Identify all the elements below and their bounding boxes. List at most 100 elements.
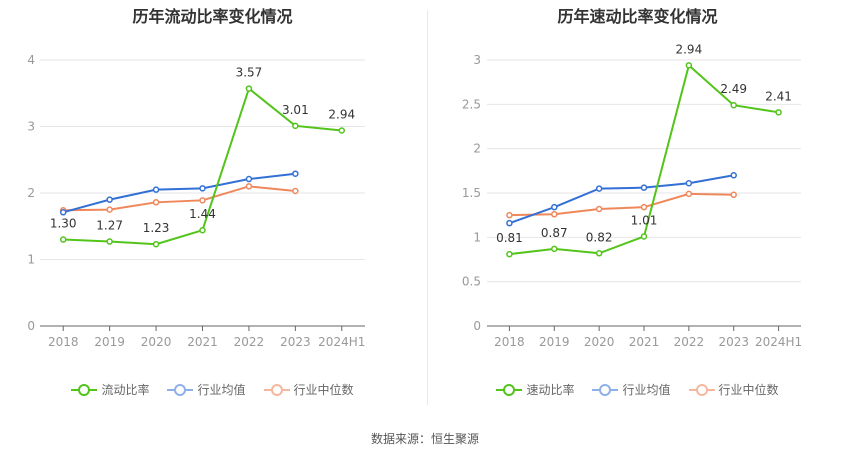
chart-legend: 速动比率 行业均值 行业中位数	[425, 381, 850, 398]
data-point	[199, 226, 206, 234]
data-label: 1.30	[50, 217, 77, 231]
x-tick-label: 2024H1	[318, 335, 365, 349]
data-point	[506, 219, 513, 227]
series-line-2	[509, 192, 734, 217]
quick-ratio-chart: 历年速动比率变化情况 0 0.5 1 1.5 2 2.5 3 2018 2019 2020 2021…	[425, 0, 850, 420]
data-point	[106, 238, 113, 245]
chart-title: 历年流动比率变化情况	[132, 7, 293, 26]
data-point	[338, 127, 346, 134]
y-tick-label: 1	[473, 230, 481, 244]
data-point	[551, 245, 558, 253]
quick-ratio-plot: 0 0.5 1 1.5 2 2.5 3 2018 2019 2020 2021 2022 2023 202…	[462, 42, 802, 349]
data-point	[595, 250, 603, 257]
data-label: 1.27	[96, 219, 123, 233]
y-tick-label: 2	[473, 142, 481, 156]
x-tick-label: 2019	[94, 335, 125, 349]
legend-line-icon	[496, 383, 523, 396]
data-point	[152, 199, 160, 206]
x-tick-label: 2021	[187, 335, 218, 349]
data-point	[292, 122, 299, 130]
x-tick-label: 2023	[718, 335, 749, 349]
legend-item-quick-ratio[interactable]: 速动比率	[496, 381, 574, 398]
data-point	[292, 187, 299, 195]
y-tick-label: 0	[27, 319, 35, 333]
x-tick-label: 2018	[48, 335, 79, 349]
data-point	[152, 240, 160, 248]
y-tick-label: 3	[27, 120, 35, 134]
data-point	[640, 233, 648, 240]
data-point	[730, 191, 737, 199]
data-point	[640, 184, 648, 191]
legend-item-industry-median[interactable]: 行业中位数	[688, 381, 779, 398]
data-point	[551, 211, 558, 218]
chart-title: 历年速动比率变化情况	[557, 7, 718, 26]
current-ratio-chart: 历年流动比率变化情况 0 1 2 3 4 2018 2019 2020 2021 2022 2023…	[0, 0, 425, 420]
data-point	[199, 185, 206, 192]
data-label: 2.41	[765, 89, 792, 103]
data-point	[152, 186, 160, 193]
data-label: 1.23	[143, 221, 170, 235]
data-point	[595, 205, 603, 213]
data-label: 1.44	[189, 207, 216, 221]
y-tick-label: 4	[27, 53, 35, 67]
data-point	[506, 250, 513, 258]
legend-label: 流动比率	[101, 383, 150, 397]
y-tick-label: 3	[473, 53, 481, 67]
legend-item-industry-mean[interactable]: 行业均值	[167, 381, 246, 398]
x-tick-label: 2022	[234, 335, 265, 349]
data-point	[595, 185, 603, 192]
data-source-note: 数据来源：恒生聚源	[370, 432, 479, 446]
data-point	[292, 170, 299, 177]
legend-line-icon	[167, 383, 194, 396]
series-line-2	[63, 185, 296, 212]
series-line-1	[509, 174, 734, 225]
data-label: 2.94	[328, 107, 355, 121]
data-point	[245, 85, 253, 92]
legend-label: 行业中位数	[718, 383, 779, 397]
series-line-1	[62, 172, 296, 214]
legend-line-icon	[688, 383, 715, 396]
x-tick-label: 2018	[494, 335, 525, 349]
legend-label: 行业中位数	[293, 383, 354, 397]
data-label: 3.57	[236, 66, 263, 80]
data-point	[730, 101, 737, 109]
legend-line-icon	[592, 383, 619, 396]
x-tick-label: 2022	[674, 335, 705, 349]
data-label: 2.49	[720, 82, 747, 96]
data-point	[59, 209, 67, 216]
data-point	[685, 62, 693, 69]
data-point	[775, 109, 782, 116]
x-tick-label: 2020	[141, 335, 172, 349]
y-tick-label: 1	[27, 253, 35, 267]
y-tick-label: 2.5	[462, 97, 481, 111]
data-point	[685, 190, 693, 198]
x-tick-label: 2024H1	[755, 335, 802, 349]
legend-line-icon	[263, 383, 290, 396]
legend-label: 行业均值	[197, 383, 246, 397]
data-label: 0.87	[541, 226, 568, 240]
data-point	[106, 196, 113, 203]
data-label: 0.82	[586, 230, 613, 244]
data-point	[106, 206, 113, 213]
data-point	[506, 211, 513, 219]
data-point	[551, 203, 558, 211]
data-label: 1.01	[631, 213, 658, 227]
data-label: 0.81	[496, 231, 523, 245]
y-tick-label: 0	[473, 319, 481, 333]
legend-item-industry-median[interactable]: 行业中位数	[263, 381, 354, 398]
legend-item-industry-mean[interactable]: 行业均值	[592, 381, 671, 398]
legend-item-current-ratio[interactable]: 流动比率	[71, 381, 149, 398]
y-tick-label: 1.5	[462, 186, 481, 200]
data-point	[199, 197, 206, 204]
data-point	[59, 236, 67, 243]
data-point	[245, 183, 253, 190]
x-tick-label: 2023	[280, 335, 311, 349]
current-ratio-plot: 0 1 2 3 4 2018 2019 2020 2021 2022 2023 2024H1 1.30 1…	[27, 53, 365, 349]
x-tick-label: 2019	[539, 335, 570, 349]
data-point	[685, 179, 693, 187]
legend-label: 速动比率	[526, 383, 575, 397]
y-tick-label: 2	[27, 186, 35, 200]
x-tick-label: 2021	[629, 335, 660, 349]
x-tick-label: 2020	[584, 335, 615, 349]
panel-divider	[427, 10, 428, 405]
